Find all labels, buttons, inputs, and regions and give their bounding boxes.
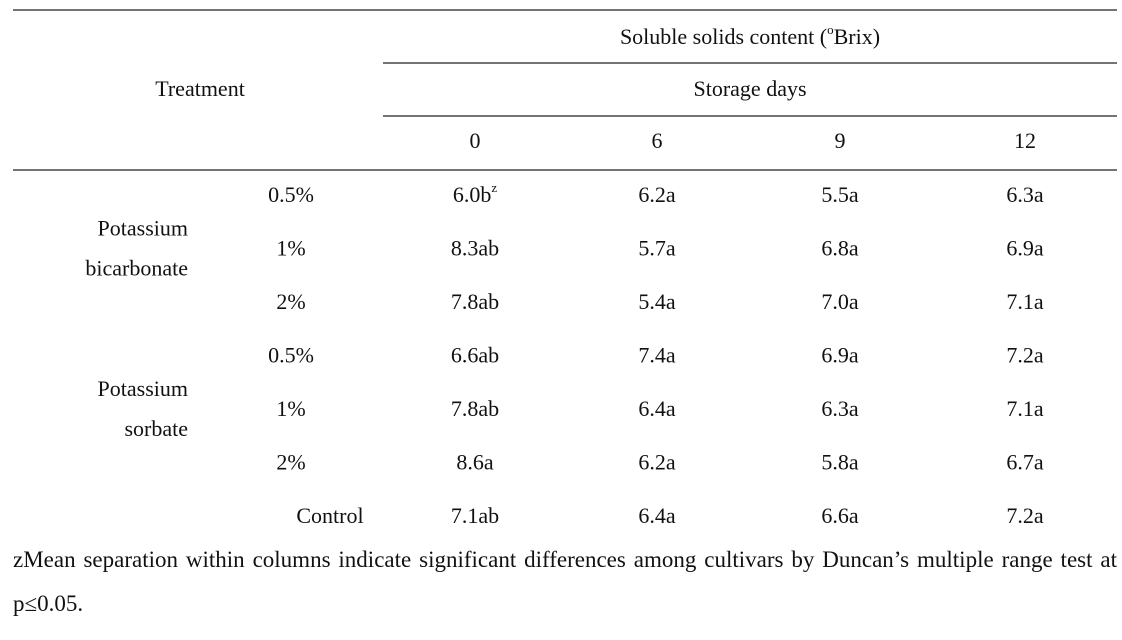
day-header: 0 xyxy=(470,128,481,153)
cell: 5.5a xyxy=(821,182,859,207)
subheader: Storage days xyxy=(693,76,806,101)
cell: 7.1a xyxy=(1006,289,1044,314)
cell-text: 6.2a xyxy=(638,182,676,207)
measure-header: Soluble solids content (oBrix) xyxy=(620,22,880,49)
cell-text: 6.2a xyxy=(638,450,676,475)
cell: 8.6a xyxy=(456,450,494,475)
text: Soluble solids content ( xyxy=(620,24,827,49)
text: Brix) xyxy=(834,24,880,49)
group-name: bicarbonate xyxy=(85,256,188,281)
superscript: o xyxy=(827,22,834,37)
cell-text: 6.6a xyxy=(821,503,859,528)
cell: 6.3a xyxy=(1006,182,1044,207)
cell: 8.3ab xyxy=(451,236,499,261)
cell-text: 7.4a xyxy=(638,343,676,368)
cell-text: 6.9a xyxy=(821,343,859,368)
table: Treatment Soluble solids content (oBrix)… xyxy=(13,9,1117,528)
cell: 7.1a xyxy=(1006,396,1044,421)
cell-text: 7.8ab xyxy=(451,289,499,314)
cell: 6.8a xyxy=(821,236,859,261)
cell-text: 5.7a xyxy=(638,236,676,261)
cell-text: 6.4a xyxy=(638,396,676,421)
cell: 6.6ab xyxy=(451,343,499,368)
cell: 7.8ab xyxy=(451,289,499,314)
control-label: Control xyxy=(296,503,363,528)
group-name: sorbate xyxy=(124,416,188,441)
cell: 6.4a xyxy=(638,396,676,421)
cell-text: 6.9a xyxy=(1006,236,1044,261)
day-header: 6 xyxy=(652,128,663,153)
cell: 7.2a xyxy=(1006,503,1044,528)
concentration: 0.5% xyxy=(268,182,314,207)
concentration: 1% xyxy=(276,396,305,421)
cell-text: 7.1ab xyxy=(451,503,499,528)
cell-text: 7.2a xyxy=(1006,343,1044,368)
concentration: 2% xyxy=(276,450,305,475)
cell-text: 6.3a xyxy=(1006,182,1044,207)
cell-text: 6.4a xyxy=(638,503,676,528)
cell-text: 8.6a xyxy=(456,450,494,475)
cell: 7.0a xyxy=(821,289,859,314)
cell-text: 7.1a xyxy=(1006,396,1044,421)
cell: 6.6a xyxy=(821,503,859,528)
group-name: Potassium xyxy=(98,216,188,241)
cell: 6.7a xyxy=(1006,450,1044,475)
superscript: z xyxy=(491,180,497,195)
cell-text: 6.7a xyxy=(1006,450,1044,475)
cell-text: 6.3a xyxy=(821,396,859,421)
group-name: Potassium xyxy=(98,376,188,401)
cell: 5.4a xyxy=(638,289,676,314)
cell: 6.3a xyxy=(821,396,859,421)
cell: 7.1ab xyxy=(451,503,499,528)
cell: 6.0bz xyxy=(453,180,498,207)
day-header: 9 xyxy=(835,128,846,153)
cell: 6.2a xyxy=(638,450,676,475)
cell-text: 7.1a xyxy=(1006,289,1044,314)
cell: 6.9a xyxy=(1006,236,1044,261)
cell: 7.8ab xyxy=(451,396,499,421)
cell-text: 7.0a xyxy=(821,289,859,314)
day-header: 12 xyxy=(1014,128,1036,153)
cell: 6.2a xyxy=(638,182,676,207)
cell: 5.7a xyxy=(638,236,676,261)
concentration: 2% xyxy=(276,289,305,314)
treatment-header: Treatment xyxy=(155,76,245,101)
cell-text: 6.0b xyxy=(453,182,492,207)
cell-text: 5.4a xyxy=(638,289,676,314)
cell-text: 6.8a xyxy=(821,236,859,261)
cell: 7.4a xyxy=(638,343,676,368)
cell: 7.2a xyxy=(1006,343,1044,368)
cell-text: 6.6ab xyxy=(451,343,499,368)
concentration: 1% xyxy=(276,236,305,261)
cell-text: 8.3ab xyxy=(451,236,499,261)
cell-text: 7.2a xyxy=(1006,503,1044,528)
cell-text: 7.8ab xyxy=(451,396,499,421)
cell: 6.4a xyxy=(638,503,676,528)
cell-text: 5.8a xyxy=(821,450,859,475)
cell: 6.9a xyxy=(821,343,859,368)
cell: 5.8a xyxy=(821,450,859,475)
cell-text: 5.5a xyxy=(821,182,859,207)
concentration: 0.5% xyxy=(268,343,314,368)
footnote: zMean separation within columns indicate… xyxy=(13,547,1117,616)
